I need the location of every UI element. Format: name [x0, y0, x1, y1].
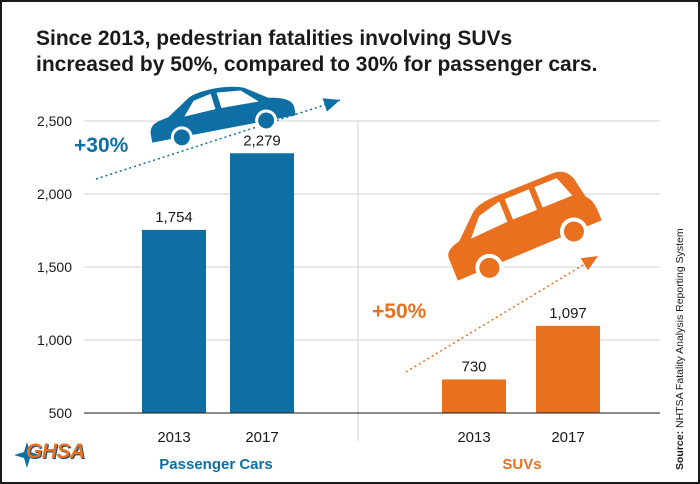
- y-tick-label: 1,000: [37, 332, 72, 348]
- trend-arrow-line: [405, 255, 599, 373]
- star-icon: [14, 442, 40, 468]
- source-label: Source:: [674, 430, 686, 470]
- x-tick-label: 2013: [457, 429, 490, 446]
- x-tick-label: 2013: [157, 429, 190, 446]
- group-label: SUVs: [502, 456, 541, 473]
- logo-text: GHSA: [26, 440, 85, 463]
- percent-change-label: +30%: [74, 134, 129, 157]
- bar-value-label: 1,754: [155, 209, 193, 226]
- sedan-icon: [150, 86, 296, 149]
- x-tick-label: 2017: [245, 429, 278, 446]
- chart-title: Since 2013, pedestrian fatalities involv…: [36, 26, 636, 78]
- bar-value-label: 1,097: [549, 305, 587, 322]
- bar: [142, 229, 206, 413]
- trend-arrow-head: [580, 256, 598, 271]
- bar: [442, 379, 506, 413]
- y-tick-label: 500: [49, 405, 73, 421]
- title-line-2: increased by 50%, compared to 30% for pa…: [36, 53, 598, 76]
- y-tick-label: 1,500: [37, 259, 72, 275]
- x-tick-label: 2017: [551, 429, 584, 446]
- bar: [230, 153, 294, 414]
- y-tick-label: 2,500: [37, 113, 72, 129]
- source-note: Source: NHTSA Fatality Analysis Reportin…: [674, 228, 686, 470]
- group-label: Passenger Cars: [159, 456, 272, 473]
- y-tick-label: 2,000: [37, 186, 72, 202]
- bar-value-label: 2,279: [243, 132, 281, 149]
- percent-change-label: +50%: [372, 300, 427, 323]
- source-text: NHTSA Fatality Analysis Reporting System: [674, 228, 686, 431]
- suv-icon: [448, 171, 602, 282]
- bar: [536, 325, 600, 413]
- title-line-1: Since 2013, pedestrian fatalities involv…: [36, 27, 513, 50]
- ghsa-logo: GHSA: [12, 440, 92, 474]
- bar-value-label: 730: [461, 358, 486, 375]
- trend-arrow-head: [322, 98, 340, 112]
